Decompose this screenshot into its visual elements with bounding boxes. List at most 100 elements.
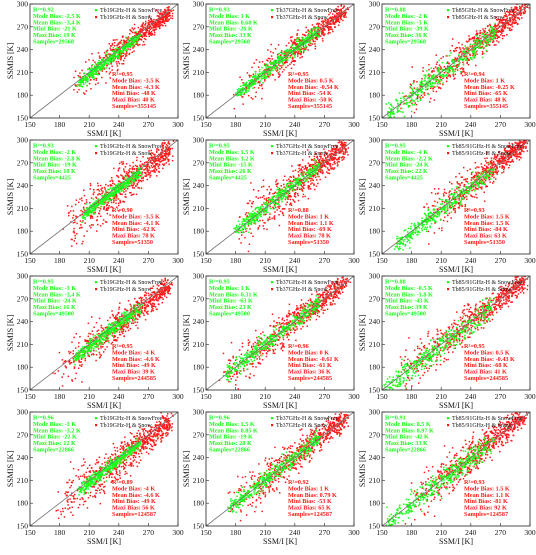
red-point bbox=[472, 37, 474, 39]
red-point bbox=[316, 179, 318, 181]
red-point bbox=[279, 76, 281, 78]
red-point bbox=[148, 27, 150, 29]
green-point bbox=[84, 77, 86, 79]
red-point bbox=[342, 20, 344, 22]
green-point bbox=[112, 187, 114, 189]
red-point bbox=[281, 67, 283, 69]
red-point bbox=[416, 109, 418, 111]
green-point bbox=[307, 37, 309, 39]
red-point bbox=[167, 159, 169, 161]
green-point bbox=[236, 95, 238, 97]
red-point bbox=[102, 70, 104, 72]
red-point bbox=[127, 188, 129, 190]
y-tick-label: 150 bbox=[193, 114, 205, 123]
red-point bbox=[269, 218, 271, 220]
green-point bbox=[289, 50, 291, 52]
red-point bbox=[519, 6, 521, 8]
red-point bbox=[493, 41, 495, 43]
red-point bbox=[124, 189, 126, 191]
red-point bbox=[261, 98, 263, 100]
green-point bbox=[491, 27, 493, 29]
green-point bbox=[485, 43, 487, 45]
green-point bbox=[412, 89, 414, 91]
red-point bbox=[100, 225, 102, 227]
green-point bbox=[430, 67, 432, 69]
red-point bbox=[76, 223, 78, 225]
red-point bbox=[509, 28, 511, 30]
red-point bbox=[501, 32, 503, 34]
red-point bbox=[150, 35, 152, 37]
red-point bbox=[97, 183, 99, 185]
green-point bbox=[467, 47, 469, 49]
red-point bbox=[279, 65, 281, 67]
green-point bbox=[249, 86, 251, 88]
x-tick-label: 240 bbox=[113, 120, 125, 129]
red-point bbox=[454, 78, 456, 80]
green-point bbox=[431, 86, 433, 88]
green-point bbox=[118, 57, 120, 59]
red-point bbox=[482, 28, 484, 30]
y-tick-label: 210 bbox=[193, 68, 205, 77]
green-point bbox=[438, 82, 440, 84]
green-point bbox=[432, 83, 434, 85]
green-point bbox=[121, 190, 123, 192]
red-point bbox=[158, 26, 160, 28]
red-point bbox=[282, 71, 284, 73]
red-point bbox=[503, 26, 505, 28]
red-point bbox=[338, 13, 340, 15]
red-point bbox=[295, 170, 297, 172]
green-point bbox=[307, 31, 309, 33]
red-point bbox=[92, 193, 94, 195]
green-point bbox=[283, 53, 285, 55]
red-point bbox=[271, 55, 273, 57]
red-point bbox=[438, 87, 440, 89]
red-point bbox=[158, 166, 160, 168]
red-point bbox=[150, 175, 152, 177]
green-point bbox=[293, 52, 295, 54]
red-point bbox=[315, 163, 317, 165]
red-point bbox=[147, 165, 149, 167]
green-point bbox=[136, 31, 138, 33]
green-point bbox=[269, 74, 271, 76]
red-point bbox=[305, 48, 307, 50]
x-tick-label: 270 bbox=[143, 256, 155, 265]
green-point bbox=[486, 35, 488, 37]
red-point bbox=[334, 23, 336, 25]
green-point bbox=[423, 93, 425, 95]
red-point bbox=[446, 81, 448, 83]
legend-entry: Tb19GHz-H & Snow bbox=[100, 151, 152, 157]
red-point bbox=[86, 230, 88, 232]
red-point bbox=[298, 200, 300, 202]
green-point bbox=[248, 90, 250, 92]
red-point bbox=[111, 177, 113, 179]
red-point bbox=[258, 87, 260, 89]
red-point bbox=[83, 92, 85, 94]
red-point bbox=[475, 65, 477, 67]
red-point bbox=[302, 190, 304, 192]
green-point bbox=[137, 167, 139, 169]
red-point bbox=[118, 198, 120, 200]
red-point bbox=[132, 167, 134, 169]
red-point bbox=[278, 201, 280, 203]
green-point bbox=[264, 65, 266, 67]
red-point bbox=[255, 196, 257, 198]
red-point bbox=[259, 225, 261, 227]
green-point bbox=[125, 47, 127, 49]
green-point bbox=[445, 71, 447, 73]
green-point bbox=[80, 84, 82, 86]
red-point bbox=[107, 213, 109, 215]
red-point bbox=[477, 33, 479, 35]
red-point bbox=[117, 44, 119, 46]
green-point bbox=[270, 66, 272, 68]
red-point bbox=[296, 34, 298, 36]
red-point bbox=[335, 22, 337, 24]
red-point bbox=[466, 51, 468, 53]
green-point bbox=[261, 72, 263, 74]
red-point bbox=[303, 187, 305, 189]
red-point bbox=[308, 188, 310, 190]
red-point bbox=[155, 167, 157, 169]
red-point bbox=[269, 216, 271, 218]
green-point bbox=[476, 35, 478, 37]
green-point bbox=[489, 38, 491, 40]
green-point bbox=[255, 75, 257, 77]
